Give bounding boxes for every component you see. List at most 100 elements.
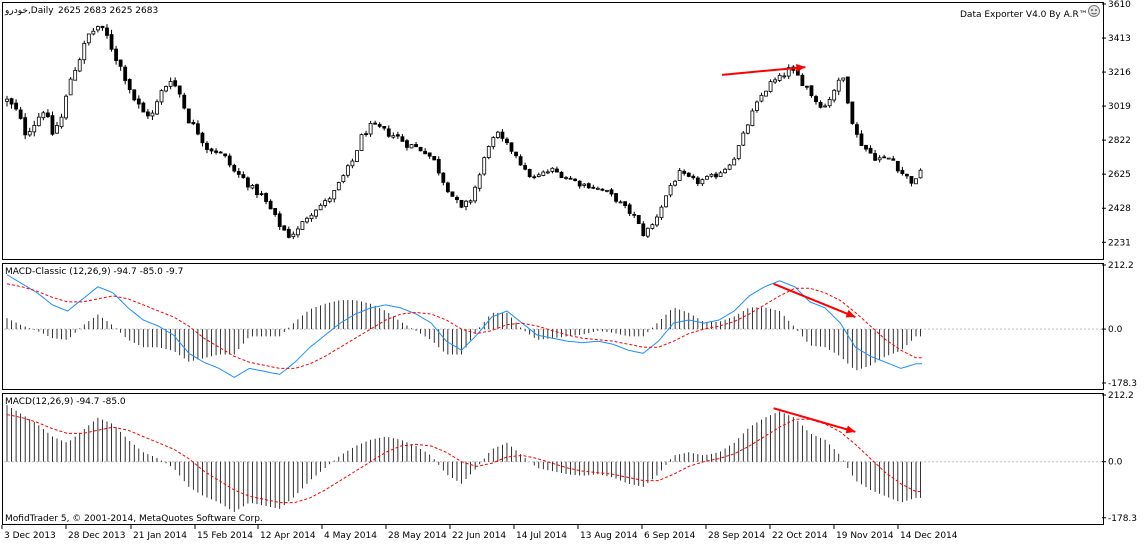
candle-body <box>386 128 391 137</box>
candle-body <box>400 136 405 142</box>
candle-body <box>536 174 541 177</box>
date-axis: 3 Dec 2013 28 Dec 2013 21 Jan 2014 15 Feb 2… <box>1 525 958 541</box>
candle-body <box>595 187 600 190</box>
candle-body <box>182 94 187 109</box>
candle-body <box>191 122 196 125</box>
candle-body <box>300 221 305 230</box>
candle-body <box>423 150 428 155</box>
candle-body <box>909 176 914 184</box>
candle-body <box>264 193 268 202</box>
macd-classic-panel[interactable] <box>2 263 1104 390</box>
date-tick-label: 22 Jun 2014 <box>452 531 506 541</box>
candle-body <box>509 142 514 152</box>
candle-body <box>91 30 96 35</box>
candle-body <box>614 193 618 202</box>
candle-body <box>664 195 668 208</box>
candle-body <box>109 34 114 50</box>
candle-body <box>405 140 409 148</box>
candle-body <box>655 216 659 226</box>
candle-body <box>164 86 168 92</box>
macd-classic-arrow-shaft <box>773 282 856 318</box>
candle-body <box>245 177 250 188</box>
candle-body <box>132 89 137 101</box>
macd-classic-tick-label: 0.0 <box>1108 325 1123 335</box>
candle-body <box>241 174 246 179</box>
candle-body <box>155 101 159 115</box>
date-tick-label: 3 Dec 2013 <box>4 531 56 541</box>
candle-body <box>459 199 464 208</box>
candle-body <box>650 224 655 229</box>
candle-body <box>345 165 350 176</box>
candle-body <box>82 42 87 61</box>
exporter-face-icon[interactable] <box>1088 5 1100 17</box>
candle-body <box>845 76 850 104</box>
candle-body <box>100 25 105 29</box>
candle-body <box>23 117 28 136</box>
candle-body <box>850 101 855 124</box>
candle-body <box>14 102 18 110</box>
candle-body <box>573 178 578 181</box>
candle-body <box>545 171 550 174</box>
macd-title: MACD(12,26,9) -94.7 -85.0 <box>5 397 126 407</box>
price-axis: 3610 3413 3216 3019 2822 2625 2428 2231 <box>1102 0 1131 248</box>
candle-body <box>500 131 505 139</box>
candle-body <box>873 153 877 161</box>
candle-body <box>677 170 682 181</box>
macd-panel[interactable] <box>2 393 1104 525</box>
candle-body <box>745 124 750 134</box>
price-annotation-arrow <box>721 63 806 76</box>
candle-body <box>150 112 155 117</box>
candle-body <box>582 183 587 186</box>
candle-body <box>600 188 605 191</box>
candle-body <box>495 131 500 138</box>
date-tick-label: 14 Jul 2014 <box>516 531 567 541</box>
candle-body <box>886 157 891 160</box>
candle-body <box>327 198 332 202</box>
candle-body <box>55 125 59 134</box>
candle-body <box>895 160 900 172</box>
candle-body <box>273 208 278 215</box>
candle-body <box>782 75 787 78</box>
candle-body <box>473 186 478 202</box>
candle-body <box>450 191 455 197</box>
candle-body <box>359 134 364 152</box>
candle-body <box>700 179 705 185</box>
candle-body <box>609 189 614 195</box>
candle-body <box>168 81 173 87</box>
candle-body <box>291 233 296 238</box>
candle-body <box>364 133 368 136</box>
candle-body <box>464 200 468 207</box>
candle-body <box>255 184 259 196</box>
candle-body <box>432 155 437 161</box>
candle-body <box>800 74 805 86</box>
price-tick-label: 3216 <box>1108 68 1131 78</box>
date-tick-label: 4 May 2014 <box>324 531 377 541</box>
candle-body <box>695 177 700 184</box>
candle-body <box>395 134 400 137</box>
macd-tick-label: 0.0 <box>1108 458 1123 468</box>
candle-body <box>577 180 582 187</box>
candle-body <box>382 126 387 129</box>
candle-body <box>286 228 291 238</box>
candle-body <box>77 59 82 72</box>
date-tick-label: 28 Dec 2013 <box>68 531 126 541</box>
candle-body <box>864 144 868 150</box>
macd-classic-histogram <box>6 300 921 371</box>
candle-body <box>855 124 859 135</box>
candle-body <box>477 174 482 189</box>
candle-body <box>632 213 637 216</box>
candle-body <box>441 172 446 183</box>
candle-body <box>641 223 646 237</box>
candle-body <box>814 96 818 103</box>
candle-body <box>586 183 591 189</box>
price-arrow-shaft <box>721 66 806 76</box>
candle-body <box>786 67 791 77</box>
price-panel[interactable] <box>2 2 1104 260</box>
date-tick-label: 13 Aug 2014 <box>580 531 638 541</box>
candle-body <box>377 124 382 127</box>
candle-body <box>841 77 846 81</box>
macd-arrow-shaft <box>773 407 856 433</box>
candle-body <box>668 185 673 196</box>
